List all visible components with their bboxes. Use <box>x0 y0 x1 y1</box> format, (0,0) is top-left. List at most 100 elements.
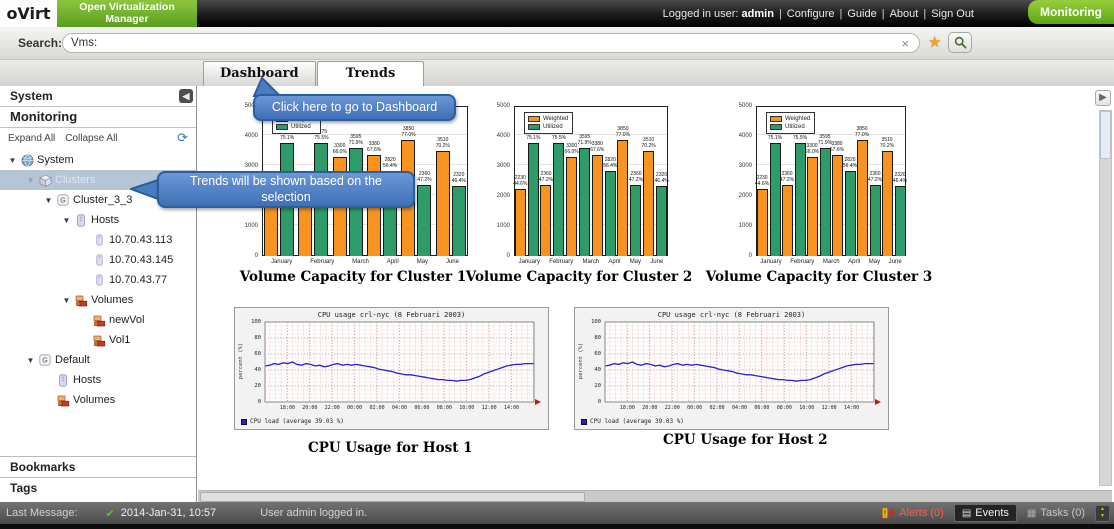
tree-item-volumes[interactable]: ▼ Volumes <box>0 290 196 310</box>
bar-utilized-may: 2360 47.2% <box>868 171 882 256</box>
tree-item-10-70-43-113[interactable]: 10.70.43.113 <box>0 230 196 250</box>
y-tick-label: 0 <box>748 253 752 259</box>
status-bar: Last Message: ✔ 2014-Jan-31, 10:57 User … <box>0 502 1114 524</box>
cpu-y-axis-label: percent (%) <box>238 342 244 380</box>
tree-item-cluster-3-3[interactable]: ▼ G Cluster_3_3 <box>0 190 196 210</box>
tree-item-newvol[interactable]: newVol <box>0 310 196 330</box>
expand-all-link[interactable]: Expand All <box>8 132 56 144</box>
events-label: Events <box>975 507 1009 519</box>
bar-utilized-april: 2820 56.4% <box>603 157 617 256</box>
y-tick-label: 3000 <box>244 163 258 169</box>
tree-item-default[interactable]: ▼ G Default <box>0 350 196 370</box>
topbar-link-about[interactable]: About <box>889 7 919 20</box>
legend-swatch <box>528 124 540 130</box>
bar-weighted-june: 3510 70.2% <box>880 137 894 256</box>
tree-item-hosts[interactable]: Hosts <box>0 370 196 390</box>
volume-icon <box>92 333 106 347</box>
tasks-button[interactable]: ▦ Tasks (0) <box>1023 505 1089 521</box>
tree-toolbar: Expand All Collapse All ⟳ <box>0 128 196 148</box>
horizontal-scrollbar-thumb[interactable] <box>200 492 585 502</box>
x-tick-label: May <box>416 259 429 265</box>
tree-item-hosts[interactable]: ▼ Hosts <box>0 210 196 230</box>
topbar-link-sign-out[interactable]: Sign Out <box>931 7 974 20</box>
bar-value-label: 3850 77.0% <box>615 126 631 138</box>
bar-utilized-january: 375575.1% <box>768 129 782 256</box>
tree-item-vol1[interactable]: Vol1 <box>0 330 196 350</box>
expander-icon[interactable]: ▼ <box>8 155 17 165</box>
horizontal-scrollbar[interactable] <box>198 490 1112 502</box>
vertical-scrollbar[interactable] <box>1099 110 1112 486</box>
expander-icon[interactable]: ▼ <box>62 215 71 225</box>
expander-icon[interactable]: ▼ <box>26 175 35 185</box>
tree-item-label: Clusters <box>55 174 96 186</box>
cpu-x-tick-label: 06:00 <box>414 405 430 411</box>
y-tick-label: 4000 <box>244 133 258 139</box>
chart-title: Volume Capacity for Cluster 2 <box>465 269 693 285</box>
y-tick-label: 4000 <box>738 133 752 139</box>
search-button[interactable] <box>948 32 972 53</box>
search-label: Search: <box>18 36 63 50</box>
vertical-scrollbar-thumb[interactable] <box>1100 111 1111 159</box>
panel-expand-icon[interactable]: ▶ <box>1095 90 1111 106</box>
expander-icon[interactable]: ▼ <box>44 195 53 205</box>
ovirt-logo[interactable]: oVirt <box>0 0 57 27</box>
bar-group-may: 3850 77.0% 2360 47.2% <box>616 126 643 256</box>
clear-search-icon[interactable]: × <box>901 35 909 51</box>
volume-icon <box>56 393 70 407</box>
alerts-button[interactable]: ! Alerts (0) <box>878 505 948 522</box>
sidebar-system-header: System ◀ <box>0 86 196 107</box>
cpu-chart-legend: CPU load (average 39.03 %) <box>581 418 684 425</box>
cpu-x-tick-label: 00:00 <box>347 405 363 411</box>
svg-text:G: G <box>42 358 47 365</box>
tree-item-label: Hosts <box>91 214 120 226</box>
cpu-y-tick-label: 60 <box>254 351 261 357</box>
bookmarks-section-header[interactable]: Bookmarks <box>0 456 196 477</box>
tree-item-label: newVol <box>109 314 145 326</box>
bar-weighted-march: 3300 66.0% <box>565 143 579 256</box>
search-input-wrap: × <box>62 33 920 53</box>
bar-group-june: 3510 70.2% 2320 46.4% <box>436 137 466 256</box>
events-button[interactable]: ▤ Events <box>953 504 1017 522</box>
tree-item-10-70-43-145[interactable]: 10.70.43.145 <box>0 250 196 270</box>
status-message[interactable]: User admin logged in. <box>260 507 368 519</box>
legend-entry: Weighted <box>770 115 810 123</box>
search-input[interactable] <box>71 37 900 49</box>
cpu-x-tick-label: 14:00 <box>844 405 860 411</box>
tree-item-10-70-43-77[interactable]: 10.70.43.77 <box>0 270 196 290</box>
topbar-link-configure[interactable]: Configure <box>786 7 835 20</box>
bar-value-label: 3850 77.0% <box>401 126 416 138</box>
cpu-x-tick-label: 04:00 <box>731 405 748 411</box>
x-tick-label: February <box>310 259 335 265</box>
cpu-x-tick-label: 20:00 <box>302 405 318 411</box>
y-tick-label: 2000 <box>738 193 752 199</box>
y-tick-label: 3000 <box>496 163 510 169</box>
volume-icon <box>92 313 106 327</box>
tags-section-header[interactable]: Tags <box>0 477 196 498</box>
tree-item-system[interactable]: ▼ System <box>0 150 196 170</box>
gbadge-icon: G <box>38 353 52 367</box>
gridline <box>757 134 905 135</box>
tree-item-volumes[interactable]: Volumes <box>0 390 196 410</box>
cpu-x-tick-label: 18:00 <box>279 405 295 411</box>
monitoring-badge[interactable]: Monitoring <box>1028 0 1114 24</box>
statusbar-collapse-toggle[interactable]: ▲ ▼ <box>1095 504 1110 522</box>
chart-legend: Weighted Utilized <box>524 112 574 134</box>
expander-icon[interactable]: ▼ <box>26 355 35 365</box>
bar-utilized-may: 2360 47.2% <box>417 171 432 256</box>
refresh-icon[interactable]: ⟳ <box>177 130 188 145</box>
collapse-all-link[interactable]: Collapse All <box>65 132 118 144</box>
cpu-chart-1-caption: CPU Usage for Host 1 <box>308 440 473 456</box>
topbar-link-guide[interactable]: Guide <box>847 7 877 20</box>
expander-icon[interactable]: ▼ <box>62 295 71 305</box>
tabs: Dashboard Trends <box>203 61 425 86</box>
bar-value-label: 2320 46.4% <box>451 172 466 184</box>
trends-tooltip: Trends will be shown based on the select… <box>157 171 415 208</box>
sidebar-collapse-icon[interactable]: ◀ <box>179 89 193 103</box>
tab-strip: Dashboard Trends <box>0 60 1114 86</box>
tab-trends[interactable]: Trends <box>316 61 425 86</box>
cpu-x-tick-label: 20:00 <box>642 405 658 411</box>
cpu-chart-host-2: CPU usage crl-nyc (8 Februari 2003) perce… <box>574 307 889 430</box>
bookmark-star-icon[interactable]: ★ <box>928 34 942 51</box>
